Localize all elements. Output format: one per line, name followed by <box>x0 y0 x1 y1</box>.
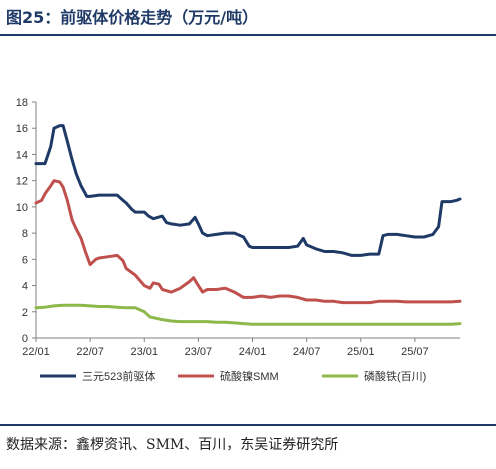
series-line-2 <box>34 179 462 305</box>
y-tick-label: 4 <box>22 281 28 293</box>
figure-title: 图25：前驱体价格走势（万元/吨） <box>6 8 259 27</box>
chart-series-layer <box>34 124 462 326</box>
source-note: 数据来源：鑫椤资讯、SMM、百川，东吴证券研究所 <box>6 437 339 453</box>
chart-axes: 0 2 4 6 8 10 12 14 16 18 22/01 22/07 23/01 23/07 24/01… <box>16 97 460 358</box>
line-chart: 0 2 4 6 8 10 12 14 16 18 22/01 22/07 23/01 23/07 24/01… <box>16 97 462 383</box>
x-tick-label: 25/01 <box>347 346 375 358</box>
y-tick-label: 2 <box>22 307 28 319</box>
y-tick-label: 16 <box>16 123 28 135</box>
legend-label-1: 三元523前驱体 <box>82 369 155 383</box>
y-tick-label: 0 <box>22 333 28 345</box>
source-rule <box>0 424 496 426</box>
x-tick-label: 23/01 <box>130 346 158 358</box>
series-line-3 <box>34 303 462 326</box>
x-tick-label: 22/07 <box>76 346 104 358</box>
x-tick-label: 24/07 <box>293 346 321 358</box>
y-tick-label: 18 <box>16 97 28 109</box>
y-tick-label: 12 <box>16 176 28 188</box>
title-rule <box>0 34 496 36</box>
y-tick-label: 10 <box>16 202 28 214</box>
x-tick-label: 22/01 <box>22 346 50 358</box>
y-tick-label: 14 <box>16 149 28 161</box>
series-line-1 <box>34 124 462 257</box>
legend-label-3: 磷酸铁(百川) <box>364 369 426 383</box>
x-tick-label: 25/07 <box>401 346 429 358</box>
legend-label-2: 硫酸镍SMM <box>220 369 279 383</box>
chart-legend: 三元523前驱体 硫酸镍SMM 磷酸铁(百川) <box>40 369 426 383</box>
y-tick-label: 8 <box>22 228 28 240</box>
x-tick-label: 24/01 <box>239 346 267 358</box>
x-tick-label: 23/07 <box>185 346 213 358</box>
y-tick-label: 6 <box>22 254 28 266</box>
